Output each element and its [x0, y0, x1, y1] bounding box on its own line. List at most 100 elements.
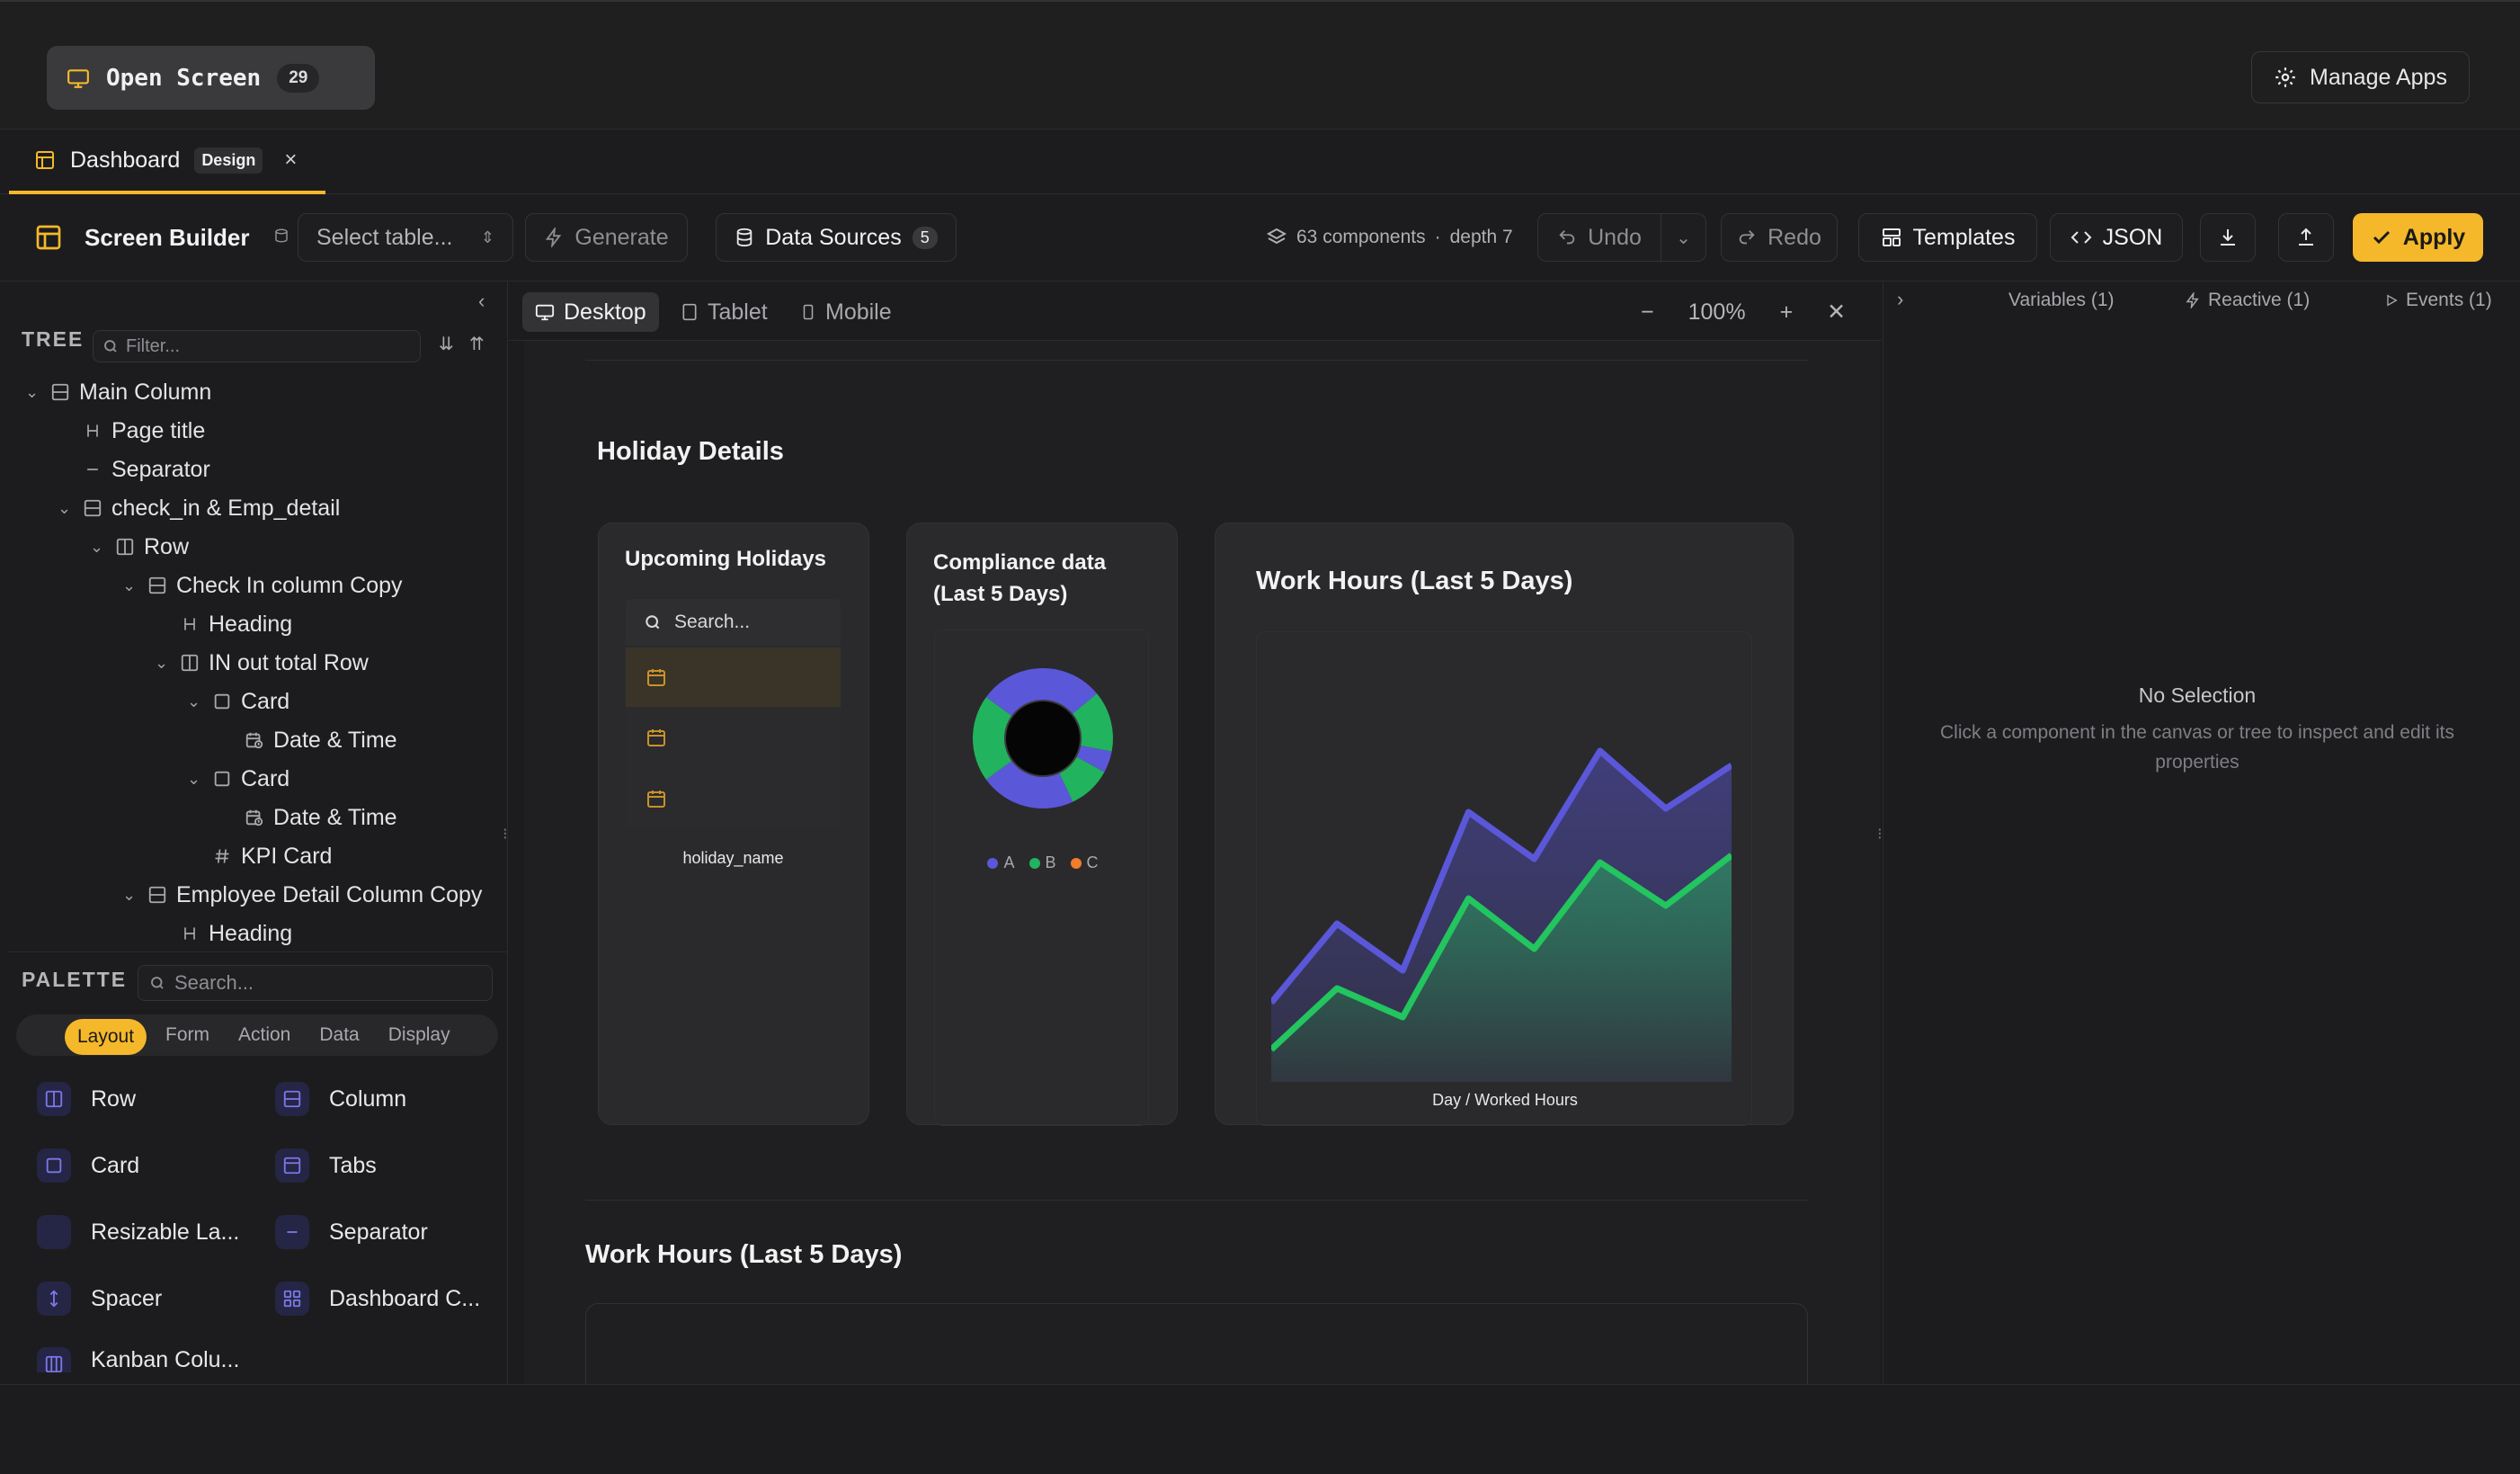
device-mobile-button[interactable]: Mobile — [788, 292, 904, 332]
generate-button[interactable]: Generate — [525, 213, 688, 262]
chevron-down-icon[interactable]: ⌄ — [58, 498, 72, 517]
chevron-down-icon[interactable]: ⌄ — [122, 885, 137, 904]
device-mobile-label: Mobile — [825, 299, 892, 325]
palette-item[interactable]: Dashboard C... — [275, 1281, 480, 1317]
tree-item[interactable]: Page title — [58, 413, 205, 449]
list-item[interactable] — [626, 707, 841, 768]
tree-item[interactable]: ⌄ check_in & Emp_detail — [58, 490, 340, 526]
tree-item[interactable]: Heading — [155, 606, 292, 642]
expand-right-panel-icon[interactable]: › — [1897, 288, 1904, 310]
close-tab-icon[interactable]: × — [284, 147, 298, 172]
palette-item[interactable]: Column — [275, 1081, 406, 1117]
apply-button[interactable]: Apply — [2353, 213, 2483, 262]
tree-item[interactable]: KPI Card — [187, 838, 332, 874]
device-desktop-button[interactable]: Desktop — [522, 292, 659, 332]
data-sources-label: Data Sources — [765, 224, 902, 250]
tree-item[interactable]: ⌄ IN out total Row — [155, 645, 369, 681]
templates-button[interactable]: Templates — [1858, 213, 2037, 262]
pie-slice-a[interactable] — [985, 760, 1073, 808]
card-icon — [37, 1148, 71, 1183]
holiday-search-input[interactable]: Search... — [626, 599, 841, 646]
tree-item[interactable]: ⌄ Check In column Copy — [122, 567, 403, 603]
open-screen-button[interactable]: Open Screen 29 — [47, 46, 375, 110]
list-item[interactable] — [626, 768, 841, 829]
select-table-dropdown[interactable]: Select table... ⇕ — [298, 213, 513, 262]
palette-tab-action[interactable]: Action — [238, 1024, 291, 1045]
pie-slice-a[interactable] — [1075, 745, 1112, 773]
close-canvas-icon[interactable]: ✕ — [1827, 299, 1847, 325]
work-hours-placeholder-card[interactable] — [585, 1303, 1808, 1384]
info-separator: · — [1434, 227, 1441, 247]
column-icon — [50, 382, 70, 402]
chevron-down-icon[interactable]: ⌄ — [122, 576, 137, 594]
palette-item[interactable]: Kanban Colu... — [37, 1347, 239, 1372]
device-tablet-button[interactable]: Tablet — [668, 292, 780, 332]
pie-slice-b[interactable] — [1058, 756, 1105, 802]
download-button[interactable] — [2200, 213, 2256, 262]
no-selection-text: Click a component in the canvas or tree … — [1940, 722, 2454, 773]
chevron-down-icon[interactable]: ⌄ — [187, 769, 201, 788]
chevron-down-icon[interactable]: ⌄ — [187, 692, 201, 710]
manage-apps-button[interactable]: Manage Apps — [2251, 51, 2470, 103]
palette-search-placeholder: Search... — [174, 971, 254, 994]
collapse-left-panel-icon[interactable]: ‹ — [478, 290, 485, 312]
json-button[interactable]: JSON — [2050, 213, 2183, 262]
zoom-out-button[interactable]: − — [1641, 299, 1654, 325]
tab-dashboard[interactable]: Dashboard Design × — [9, 130, 325, 194]
data-sources-button[interactable]: Data Sources 5 — [716, 213, 957, 262]
palette-tab-data[interactable]: Data — [319, 1024, 360, 1045]
tab-variables[interactable]: Variables (1) — [2008, 290, 2115, 311]
list-item[interactable] — [626, 648, 841, 707]
chevron-down-icon[interactable]: ⌄ — [155, 653, 169, 672]
tree-item-label: check_in & Emp_detail — [111, 495, 341, 521]
collapse-all-icon[interactable]: ⇈ — [469, 335, 485, 354]
undo-button[interactable]: Undo — [1537, 213, 1661, 262]
palette-item[interactable]: Spacer — [37, 1281, 162, 1317]
series-line-2[interactable] — [1271, 853, 1732, 1052]
tree-item[interactable]: ⌄ Row — [90, 529, 189, 565]
pie-slice-a[interactable] — [985, 668, 1043, 717]
left-resize-handle[interactable]: ⁝ — [503, 825, 508, 843]
tree-item[interactable]: Date & Time — [219, 722, 397, 758]
right-resize-handle[interactable]: ⁝ — [1877, 825, 1883, 843]
events-tab-label: Events (1) — [2406, 290, 2492, 310]
upcoming-holidays-card[interactable]: Upcoming Holidays Search... holiday_name — [598, 523, 869, 1125]
palette-item[interactable]: Row — [37, 1081, 136, 1117]
tree-item[interactable]: Heading — [155, 916, 292, 951]
palette-tab-layout[interactable]: Layout — [65, 1019, 147, 1055]
work-hours-card[interactable]: Work Hours (Last 5 Days) Day / Worked Ho… — [1215, 523, 1794, 1126]
palette-tab-form[interactable]: Form — [165, 1024, 209, 1045]
palette-tabs: Layout Form Action Data Display — [16, 1014, 498, 1056]
palette-item[interactable]: Resizable La... — [37, 1214, 239, 1250]
tree-item[interactable]: ⌄ Employee Detail Column Copy — [122, 877, 482, 913]
chevron-down-icon[interactable]: ⌄ — [25, 382, 40, 401]
tab-reactive[interactable]: Reactive (1) — [2185, 290, 2310, 311]
tree-item[interactable]: Date & Time — [219, 800, 397, 835]
palette-item[interactable]: Tabs — [275, 1148, 377, 1184]
redo-button[interactable]: Redo — [1721, 213, 1838, 262]
tree-item-label: Heading — [209, 920, 293, 946]
top-bar — [0, 0, 2520, 130]
compliance-card[interactable]: Compliance data (Last 5 Days) A B C — [906, 523, 1178, 1126]
tree-item[interactable]: Separator — [58, 451, 210, 487]
tree-filter-input[interactable]: Filter... — [93, 330, 421, 362]
palette-tab-display[interactable]: Display — [387, 1024, 450, 1045]
tree-item[interactable]: ⌄ Card — [187, 683, 289, 719]
separator-line — [585, 360, 1808, 361]
zoom-in-button[interactable]: + — [1779, 299, 1794, 325]
pie-slice-b[interactable] — [973, 697, 1013, 780]
tree-item[interactable]: ⌄ Main Column — [25, 374, 211, 410]
tree-item[interactable]: ⌄ Card — [187, 761, 289, 797]
undo-history-dropdown[interactable]: ⌄ — [1661, 213, 1706, 262]
palette-item[interactable]: Separator — [275, 1214, 428, 1250]
tab-events[interactable]: Events (1) — [2384, 290, 2492, 311]
upload-button[interactable] — [2278, 213, 2334, 262]
series-line-1[interactable] — [1271, 747, 1732, 1005]
palette-item[interactable]: Card — [37, 1148, 139, 1184]
expand-all-icon[interactable]: ⇊ — [439, 335, 454, 354]
pie-slice-b[interactable] — [1072, 693, 1113, 752]
tree-item-label: Card — [241, 765, 290, 791]
chevron-down-icon[interactable]: ⌄ — [90, 537, 104, 556]
palette-search-input[interactable]: Search... — [138, 965, 493, 1001]
database-icon — [735, 228, 754, 247]
